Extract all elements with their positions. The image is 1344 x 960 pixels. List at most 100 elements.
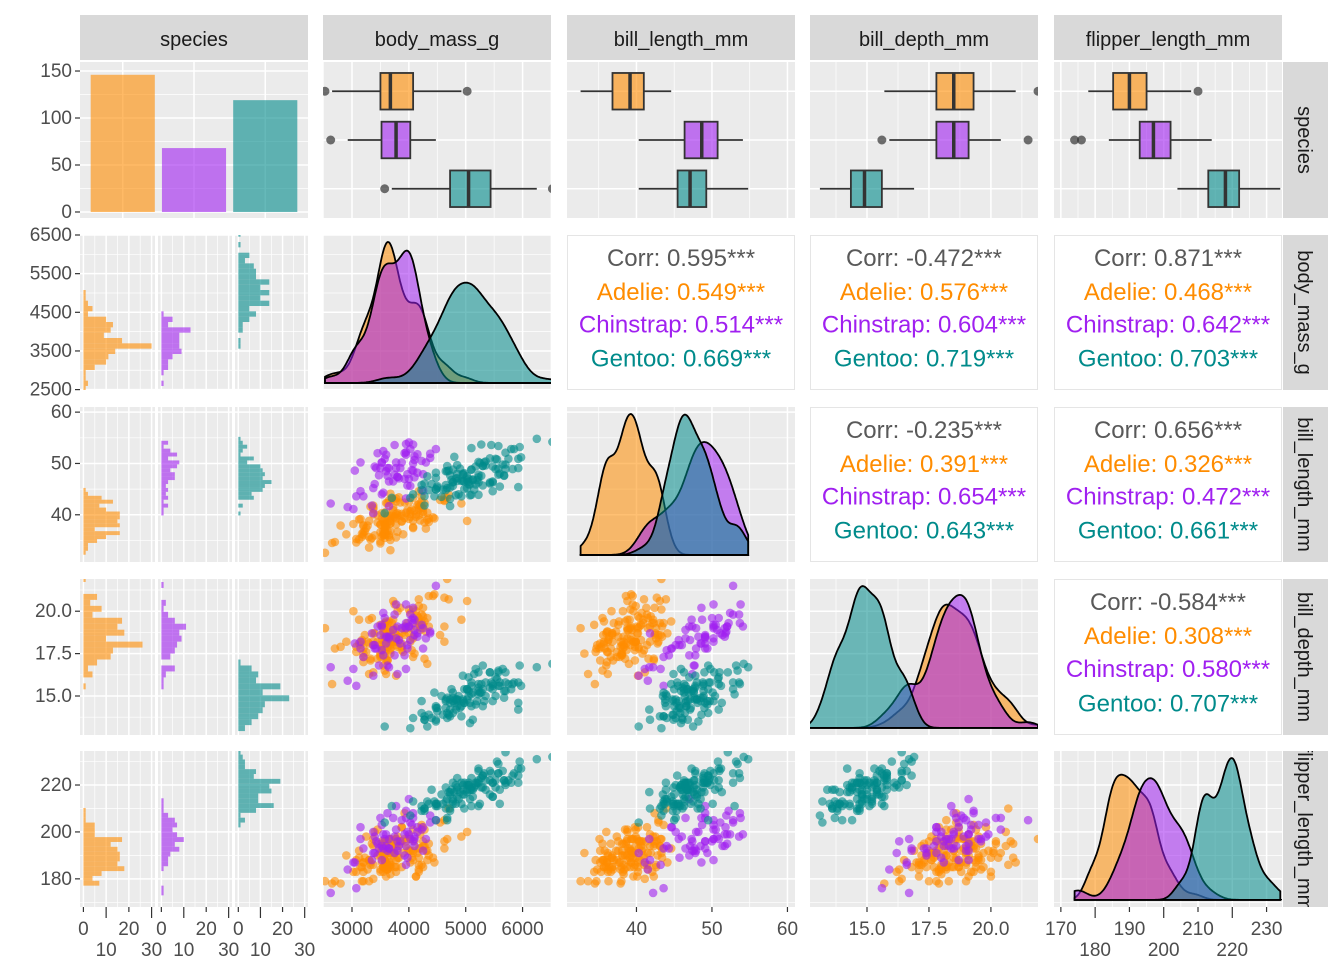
x-tick-label: 60 [777,919,798,940]
overall-correlation-text: Corr: -0.584*** [1090,589,1246,616]
scatter-point-chinstrap [942,834,951,844]
histogram-bar [83,380,88,386]
x-tick-label: 0 [156,919,167,940]
histogram-panel-chinstrap [158,235,232,390]
histogram-bar [238,751,241,755]
scatter-point-adelie [657,579,666,584]
scatter-point-gentoo [408,797,418,806]
histogram-bar [238,491,252,496]
scatter-point-adelie [617,839,627,848]
scatter-point-chinstrap [961,841,971,851]
x-tick-label: 6000 [501,919,543,940]
scatter-point-chinstrap [403,644,412,653]
panel-border [810,407,1038,562]
scatter-point-gentoo [487,440,496,450]
scatter-point-chinstrap [374,471,384,480]
histogram-bar [161,484,166,488]
scatter-point-adelie [457,615,466,624]
scatter-point-gentoo [494,759,503,769]
outlier-point [1076,135,1086,145]
scatter-point-chinstrap [367,855,377,865]
scatter-point-chinstrap [685,851,694,860]
scatter-point-gentoo [506,778,516,787]
scatter-point-chinstrap [643,865,653,874]
scatter-point-gentoo [478,481,488,490]
scatter-point-chinstrap [326,662,336,672]
panel-border [567,235,795,390]
top-strip-label: species [160,29,228,51]
scatter-point-chinstrap [681,844,690,853]
scatter-point-gentoo [442,708,452,718]
histogram-bar [161,866,164,872]
scatter-point-adelie [349,606,358,616]
histogram-bar [161,807,164,813]
scatter-point-adelie [393,527,402,536]
histogram-bar [238,464,261,469]
scatter-point-gentoo [485,790,495,799]
scatter-point-gentoo [734,678,744,687]
scatter-point-adelie [602,827,611,837]
scatter-point-gentoo [733,666,742,675]
scatter-point-chinstrap [664,651,674,660]
scatter-point-chinstrap [681,813,690,823]
panel-background [810,235,1038,390]
y-tick-label: 6500 [30,225,72,246]
histogram-bar [238,300,270,307]
scatter-point-gentoo [830,813,840,823]
scatter-point-adelie [357,876,367,886]
density-curve-gentoo [1074,757,1282,901]
species-correlation-text: Adelie: 0.391*** [840,451,1008,478]
scatter-point-chinstrap [418,846,428,855]
scatter-point-adelie [626,851,636,860]
scatter-point-gentoo [882,769,892,778]
scatter-point-chinstrap [356,458,365,467]
scatter-point-adelie [364,532,374,542]
scatter-point-gentoo [689,688,699,697]
scatter-point-adelie [576,876,585,886]
density-panel-body_mass_g [323,235,551,390]
scatter-point-chinstrap [393,846,402,855]
histogram-bar [238,448,243,453]
scatter-point-gentoo [515,757,524,766]
scatter-point-adelie [356,514,365,524]
scatter-point-adelie [1011,858,1020,867]
scatter-point-adelie [414,595,424,604]
scatter-point-chinstrap [326,499,336,508]
top-strip-label: bill_depth_mm [859,29,989,51]
histogram-bar [238,472,265,477]
scatter-point-chinstrap [390,610,399,619]
density-panel-bill_depth_mm [810,579,1038,735]
scatter-point-chinstrap [406,481,415,491]
boxplot-panel-bill_depth_mm [810,62,1038,218]
histogram-bar [238,343,241,349]
y-tick-label: 200 [40,822,72,843]
histogram-bar [161,464,178,469]
scatter-point-gentoo [655,712,665,721]
scatter-point-adelie [897,874,906,884]
histogram-bar [161,460,180,465]
scatter-point-adelie [614,620,623,630]
scatter-point-chinstrap [734,610,744,619]
species-correlation-text: Gentoo: 0.703*** [1078,346,1258,373]
scatter-point-chinstrap [907,844,916,853]
scatter-point-gentoo [877,799,887,809]
scatter-point-gentoo [679,776,689,785]
histogram-bar [83,343,152,349]
scatter-point-adelie [336,521,345,530]
histogram-bar [83,499,113,504]
histogram-bar [161,444,164,449]
scatter-point-adelie [592,876,601,886]
histogram-bar [161,851,171,857]
scatter-point-chinstrap [877,883,887,893]
scatter-point-adelie [415,516,425,525]
scatter-point-gentoo [728,678,738,687]
scatter-point-gentoo [462,472,472,481]
scatter-point-chinstrap [937,827,946,837]
histogram-bar [161,440,169,445]
outlier-point [1023,135,1033,145]
scatter-point-adelie [384,532,394,542]
scatter-point-gentoo [457,712,466,721]
scatter-point-adelie [598,839,607,848]
scatter-point-gentoo [514,705,523,714]
scatter-point-adelie [591,855,600,865]
